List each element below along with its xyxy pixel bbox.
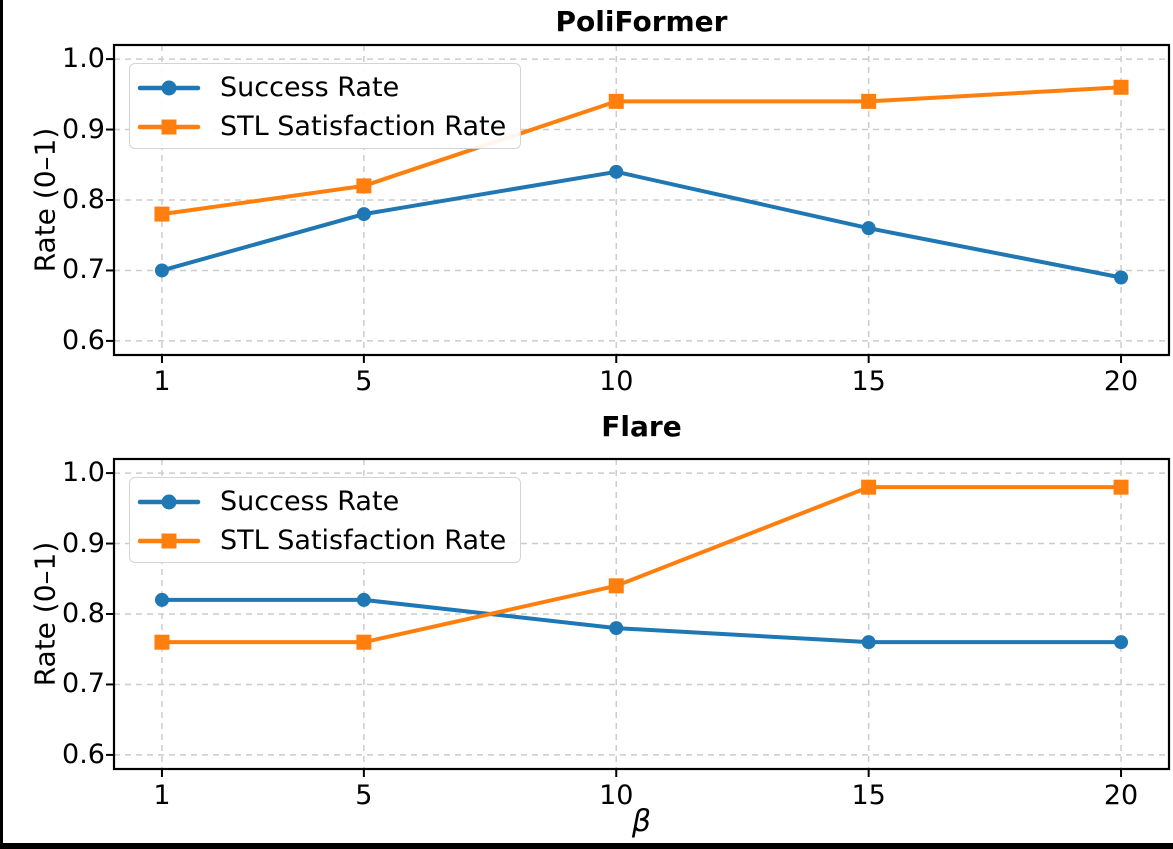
y-tick-label: 0.8 [62, 184, 105, 215]
line-circle-marker-icon [137, 494, 201, 509]
data-point-circle [154, 263, 169, 278]
data-point-square [1113, 79, 1129, 95]
data-point-circle [1114, 270, 1129, 285]
plot-border [112, 457, 1171, 771]
data-point-circle [356, 592, 371, 607]
x-tick-label: 15 [851, 780, 886, 811]
data-point-square [608, 93, 624, 109]
data-point-circle [861, 221, 876, 236]
series-line [159, 169, 1124, 280]
data-point-square [154, 634, 170, 650]
legend-entry: Success Rate [130, 482, 520, 521]
x-tick-label: 5 [355, 780, 373, 811]
data-point-square [608, 578, 624, 594]
legend-label: STL Satisfaction Rate [220, 111, 507, 142]
x-tick-label: 10 [599, 366, 634, 397]
legend-label: Success Rate [220, 486, 400, 517]
y-tick-label: 1.0 [62, 457, 105, 489]
data-point-square [861, 479, 877, 495]
legend-label: STL Satisfaction Rate [220, 525, 507, 556]
window-left-edge [0, 0, 3, 849]
plot-area-flare [106, 457, 1171, 777]
x-tick-label: 1 [153, 366, 171, 397]
legend-marker [161, 119, 177, 134]
series-line [159, 597, 1124, 645]
x-axis-label-beta: β [631, 804, 652, 839]
line-square-marker-icon [137, 119, 201, 134]
plot-border [112, 43, 1171, 357]
line-circle-marker-icon [137, 80, 201, 95]
y-tick-label: 0.6 [62, 738, 105, 770]
data-point-circle [609, 621, 624, 636]
y-tick-label: 0.9 [62, 113, 105, 145]
x-tick-label: 10 [599, 780, 634, 811]
legend-marker [161, 80, 177, 95]
legend-flare: Success Rate STL Satisfaction Rate [129, 477, 521, 563]
data-point-circle [1114, 635, 1129, 650]
data-point-circle [356, 207, 371, 222]
y-tick-label: 0.9 [62, 527, 105, 559]
legend-entry: Success Rate [130, 68, 520, 107]
x-tick-label: 15 [851, 366, 886, 397]
data-point-circle [609, 164, 624, 179]
x-tick-label: 5 [355, 366, 373, 397]
y-tick-label: 1.0 [62, 43, 105, 75]
x-tick-label: 20 [1103, 366, 1139, 397]
y-tick-label: 0.7 [62, 254, 105, 286]
data-point-square [154, 206, 170, 222]
y-tick-label: 0.8 [62, 598, 105, 629]
data-point-square [861, 93, 877, 109]
plot-area-poliformer [106, 43, 1171, 363]
line-square-marker-icon [137, 533, 201, 548]
legend-entry: STL Satisfaction Rate [130, 107, 520, 146]
y-tick-label: 0.7 [62, 668, 105, 700]
legend-entry: STL Satisfaction Rate [130, 521, 520, 560]
legend-label: Success Rate [220, 72, 400, 103]
data-point-circle [861, 635, 876, 650]
data-point-square [1113, 479, 1129, 495]
legend-marker [161, 533, 177, 548]
x-tick-label: 1 [153, 780, 171, 811]
legend-poliformer: Success Rate STL Satisfaction Rate [129, 63, 521, 149]
window-bottom-edge [0, 843, 1173, 849]
x-tick-label: 20 [1103, 780, 1139, 811]
y-tick-label: 0.6 [62, 324, 105, 356]
data-point-circle [154, 592, 169, 607]
subplot-title-poliformer: PoliFormer [555, 5, 728, 38]
legend-marker [161, 494, 177, 509]
subplot-title-flare: Flare [601, 410, 682, 443]
data-point-square [356, 178, 372, 194]
data-point-square [356, 634, 372, 650]
